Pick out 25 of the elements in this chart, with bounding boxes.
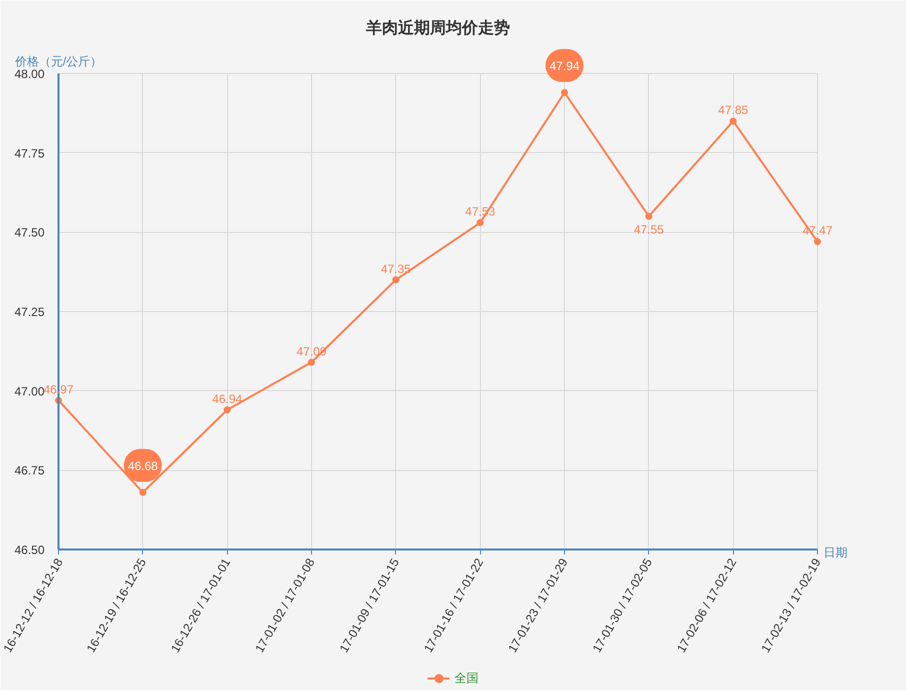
point <box>476 219 484 226</box>
x-axis-title: 日期 <box>824 546 848 560</box>
point <box>224 406 231 414</box>
y-tick-label: 46.50 <box>14 543 45 557</box>
y-tick-label: 47.25 <box>14 305 45 319</box>
y-tick-label: 47.50 <box>14 226 45 240</box>
point <box>814 238 821 246</box>
annotation: 47.94 <box>549 59 580 74</box>
y-tick-label: 46.75 <box>14 464 45 478</box>
data-label: 47.85 <box>718 103 749 118</box>
point <box>730 118 737 125</box>
y-tick-label: 47.75 <box>14 146 45 160</box>
chart-title: 羊肉近期周均价走势 <box>365 19 510 37</box>
point <box>392 276 400 284</box>
y-tick-label: 47.00 <box>14 384 45 398</box>
y-tick-label: 48.00 <box>14 67 45 81</box>
point <box>645 212 652 220</box>
point <box>561 89 568 96</box>
data-label: 46.94 <box>212 392 243 406</box>
y-axis-title: 价格（元/公斤） <box>14 54 102 68</box>
legend-label: 全国 <box>454 670 478 686</box>
annotation: 46.68 <box>128 458 158 473</box>
point <box>308 358 315 366</box>
point <box>139 488 146 496</box>
data-label: 47.55 <box>634 222 664 236</box>
